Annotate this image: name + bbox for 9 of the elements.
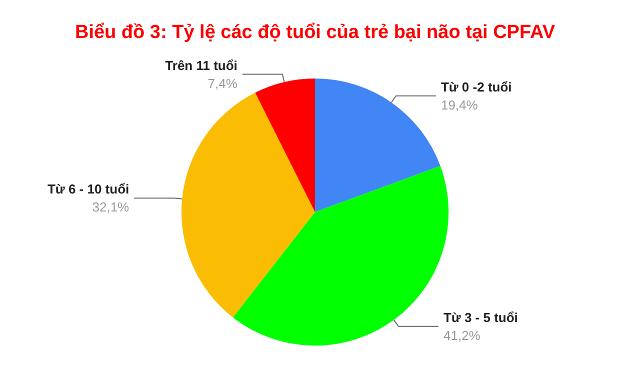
chart-title: Biểu đồ 3: Tỷ lệ các độ tuổi của trẻ bại não tại CPFAV [74,22,556,43]
slice-label: Trên 11 tuổi [165,58,238,73]
data-label: 41,2% [443,328,481,343]
data-label: 32,1% [92,200,130,215]
slice-label: Từ 0 -2 tuổi [440,79,512,94]
data-label: 19,4% [440,97,478,112]
slice-label: Từ 6 - 10 tuổi [47,182,130,197]
slice-label: Từ 3 - 5 tuổi [443,310,518,325]
data-label: 7,4% [208,76,238,91]
